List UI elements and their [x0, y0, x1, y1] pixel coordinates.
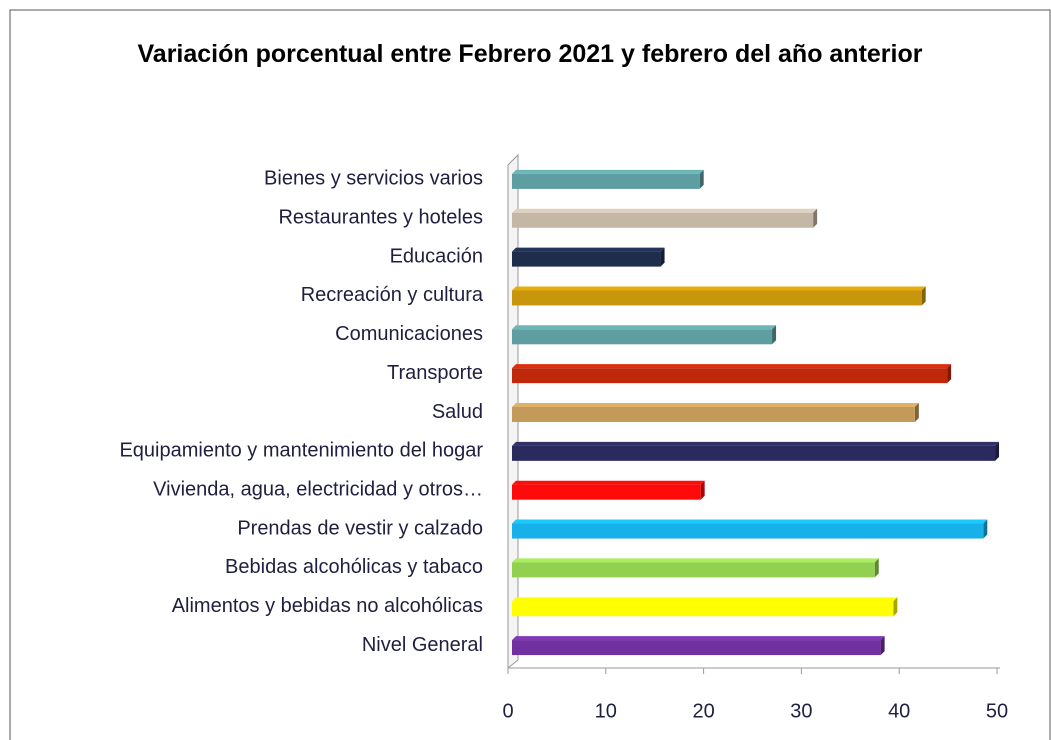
bar: [512, 290, 922, 306]
y-tick-label: Recreación y cultura: [301, 284, 484, 306]
y-tick-label: Equipamiento y mantenimiento del hogar: [119, 440, 483, 462]
y-tick-label: Alimentos y bebidas no alcohólicas: [172, 595, 483, 617]
x-tick-label: 0: [502, 700, 513, 722]
bar: [512, 212, 814, 228]
y-tick-label: Transporte: [387, 362, 483, 384]
bar-side: [947, 364, 952, 384]
bar: [512, 251, 661, 267]
bar-top: [512, 480, 705, 485]
bar-side: [874, 558, 879, 578]
bar: [512, 601, 894, 617]
bar-side: [983, 519, 988, 539]
bar: [512, 407, 915, 422]
bar-side: [660, 247, 665, 267]
bar-top: [512, 325, 777, 330]
bar-side: [893, 597, 898, 617]
bar: [512, 523, 984, 539]
y-tick-label: Bienes y servicios varios: [264, 168, 483, 190]
bar: [512, 445, 996, 461]
x-tick-label: 20: [692, 700, 714, 722]
bar: [512, 173, 700, 189]
bar-side: [921, 286, 926, 306]
frame: [9, 9, 1051, 740]
y-tick-label: Prendas de vestir y calzado: [237, 517, 483, 539]
y-tick-label: Bebidas alcohólicas y tabaco: [225, 556, 483, 578]
bar: [512, 484, 701, 500]
bar-top: [512, 208, 818, 213]
chart-title: Variación porcentual entre Febrero 2021 …: [137, 40, 923, 68]
bar-side: [700, 480, 705, 500]
bar: [512, 640, 881, 656]
bar-top: [512, 519, 988, 524]
bar-top: [512, 403, 919, 407]
bar-top: [512, 247, 665, 252]
y-tick-label: Salud: [432, 401, 483, 423]
bar-top: [512, 636, 885, 641]
bar-side: [995, 441, 1000, 461]
x-tick-label: 50: [986, 700, 1008, 722]
bar-side: [880, 636, 885, 656]
bar-side: [772, 325, 777, 345]
bar-side: [699, 169, 704, 189]
x-tick-label: 30: [790, 700, 812, 722]
bar-top: [512, 558, 879, 563]
bar-top: [512, 597, 898, 602]
y-tick-label: Nivel General: [362, 634, 483, 656]
bar-top: [512, 364, 952, 369]
bar-side: [914, 403, 919, 422]
bar-top: [512, 441, 1000, 446]
x-tick-label: 10: [595, 700, 617, 722]
y-tick-label: Restaurantes y hoteles: [278, 207, 483, 229]
bar: [512, 368, 948, 384]
y-tick-label: Educación: [390, 245, 483, 267]
bar-top: [512, 286, 926, 291]
y-tick-label: Vivienda, agua, electricidad y otros…: [153, 478, 483, 500]
bar: [512, 562, 875, 578]
bar-top: [512, 169, 704, 174]
x-tick-label: 40: [888, 700, 910, 722]
bar-side: [813, 208, 818, 228]
bar: [512, 329, 773, 345]
y-tick-label: Comunicaciones: [335, 323, 483, 345]
